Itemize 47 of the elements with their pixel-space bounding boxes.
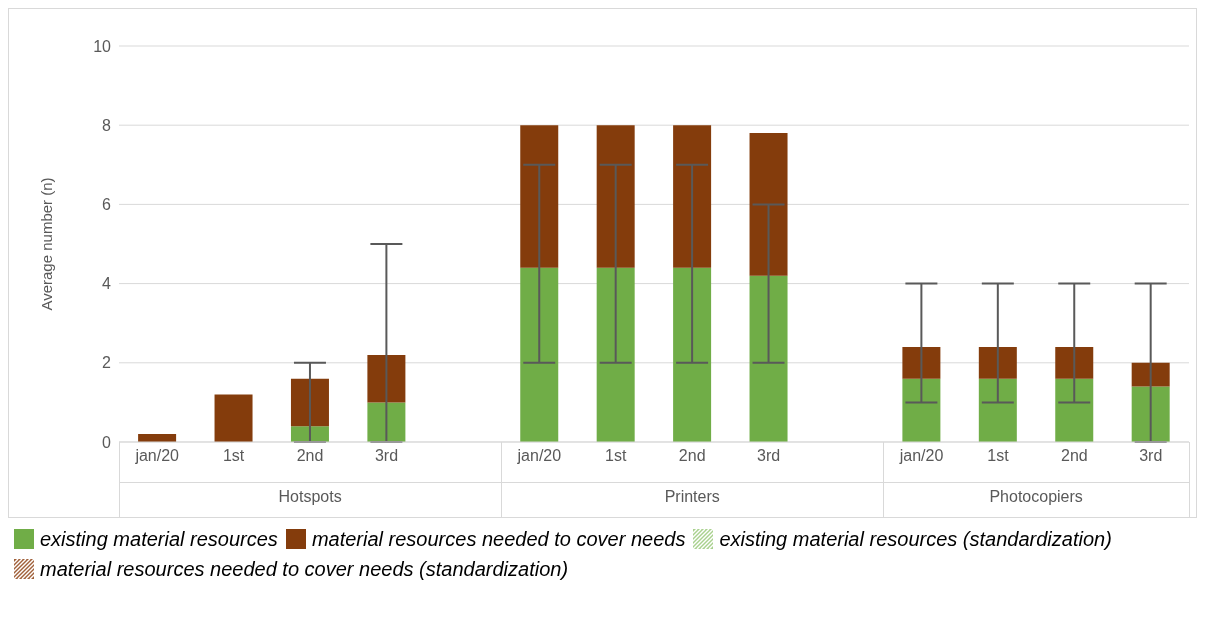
y-tick-label: 2 <box>102 354 112 372</box>
bar <box>596 125 635 268</box>
legend-label: material resources needed to cover needs (standardization) <box>39 557 569 582</box>
bar <box>978 378 1017 442</box>
x-tick-label: 2nd <box>678 447 706 465</box>
x-tick-label: 3rd <box>757 447 781 465</box>
y-tick-label: 0 <box>102 433 112 451</box>
x-tick-label: jan/20 <box>898 447 944 465</box>
y-tick-label: 4 <box>102 275 112 293</box>
bar <box>749 275 788 442</box>
bar <box>673 125 712 268</box>
bar <box>367 354 406 403</box>
bar <box>214 394 253 442</box>
bar <box>1055 378 1094 442</box>
bar <box>1131 386 1170 442</box>
bar <box>902 378 941 442</box>
x-tick-label: 1st <box>605 447 628 465</box>
x-tick-label: 1st <box>222 447 245 465</box>
bar <box>1055 346 1094 379</box>
legend-label: existing material resources <box>39 527 278 552</box>
bar <box>673 267 712 442</box>
x-tick-label: jan/20 <box>516 447 562 465</box>
x-tick-label: 3rd <box>1139 447 1163 465</box>
legend-label: material resources needed to cover needs <box>310 527 686 552</box>
text: Hotspots <box>277 488 343 506</box>
y-tick-label: 8 <box>102 116 112 134</box>
bar <box>367 402 406 442</box>
bar <box>978 346 1017 379</box>
bar <box>520 125 559 268</box>
x-tick-label: 2nd <box>1061 447 1088 465</box>
bar <box>290 426 329 442</box>
x-tick-label: 3rd <box>374 447 399 465</box>
text: Photocopiers <box>988 488 1084 506</box>
y-tick-label: 10 <box>93 37 112 55</box>
y-axis-title: Average number (n) <box>38 177 56 311</box>
bar <box>290 378 329 427</box>
x-tick-label: 2nd <box>296 447 324 465</box>
x-tick-label: 1st <box>987 447 1010 465</box>
bar <box>902 346 941 379</box>
bar <box>596 267 635 442</box>
legend-label: existing material resources (standardization) <box>718 527 1112 552</box>
text: Printers <box>663 488 721 506</box>
bar <box>749 133 788 276</box>
x-tick-label: jan/20 <box>134 447 180 465</box>
y-tick-label: 6 <box>102 196 112 214</box>
bar <box>520 267 559 442</box>
bar <box>1131 362 1170 387</box>
